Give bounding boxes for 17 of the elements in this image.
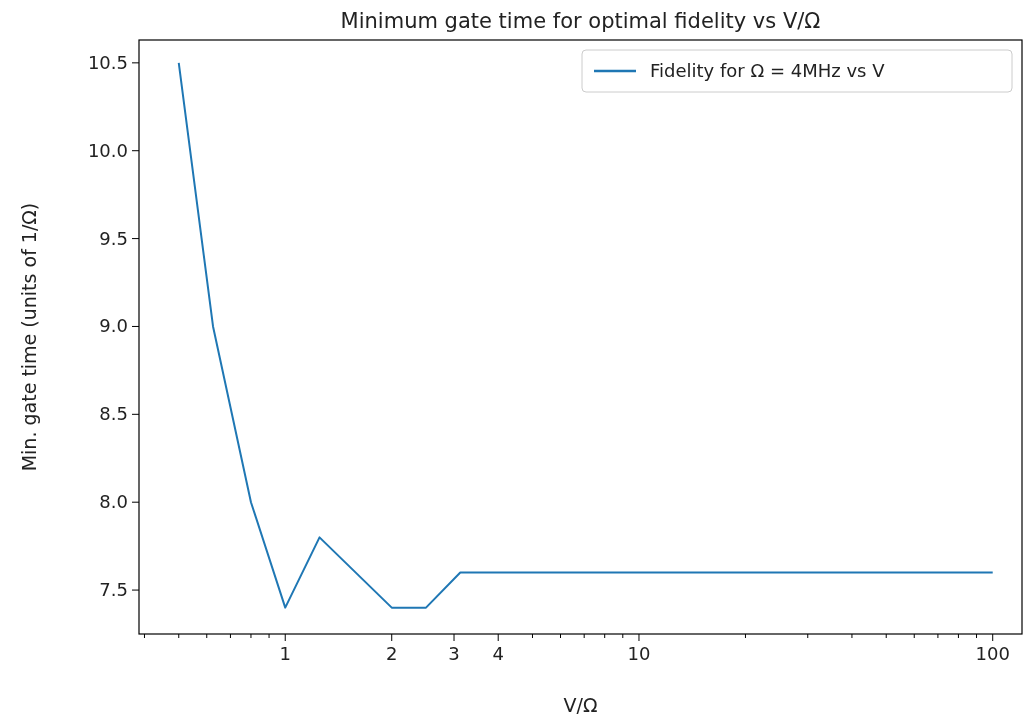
chart-title: Minimum gate time for optimal fidelity vs V/Ω	[340, 9, 821, 33]
x-tick-label: 2	[386, 643, 398, 664]
x-tick-label: 3	[448, 643, 460, 664]
y-tick-label: 8.5	[99, 403, 128, 425]
x-tick-label: 4	[492, 643, 504, 664]
x-tick-label: 100	[975, 643, 1010, 664]
y-tick-label: 9.5	[99, 227, 128, 249]
y-tick-label: 9.0	[99, 315, 128, 337]
y-tick-label: 10.5	[87, 51, 128, 73]
x-axis-title: V/Ω	[563, 694, 598, 716]
x-tick-label: 1	[279, 643, 291, 664]
y-tick-label: 10.0	[87, 139, 128, 161]
y-tick-label: 7.5	[99, 579, 128, 601]
x-tick-label: 10	[627, 643, 651, 664]
y-tick-label: 8.0	[99, 491, 128, 513]
legend-label: Fidelity for Ω = 4MHz vs V	[650, 60, 886, 81]
y-axis-title: Min. gate time (units of 1/Ω)	[18, 202, 40, 472]
